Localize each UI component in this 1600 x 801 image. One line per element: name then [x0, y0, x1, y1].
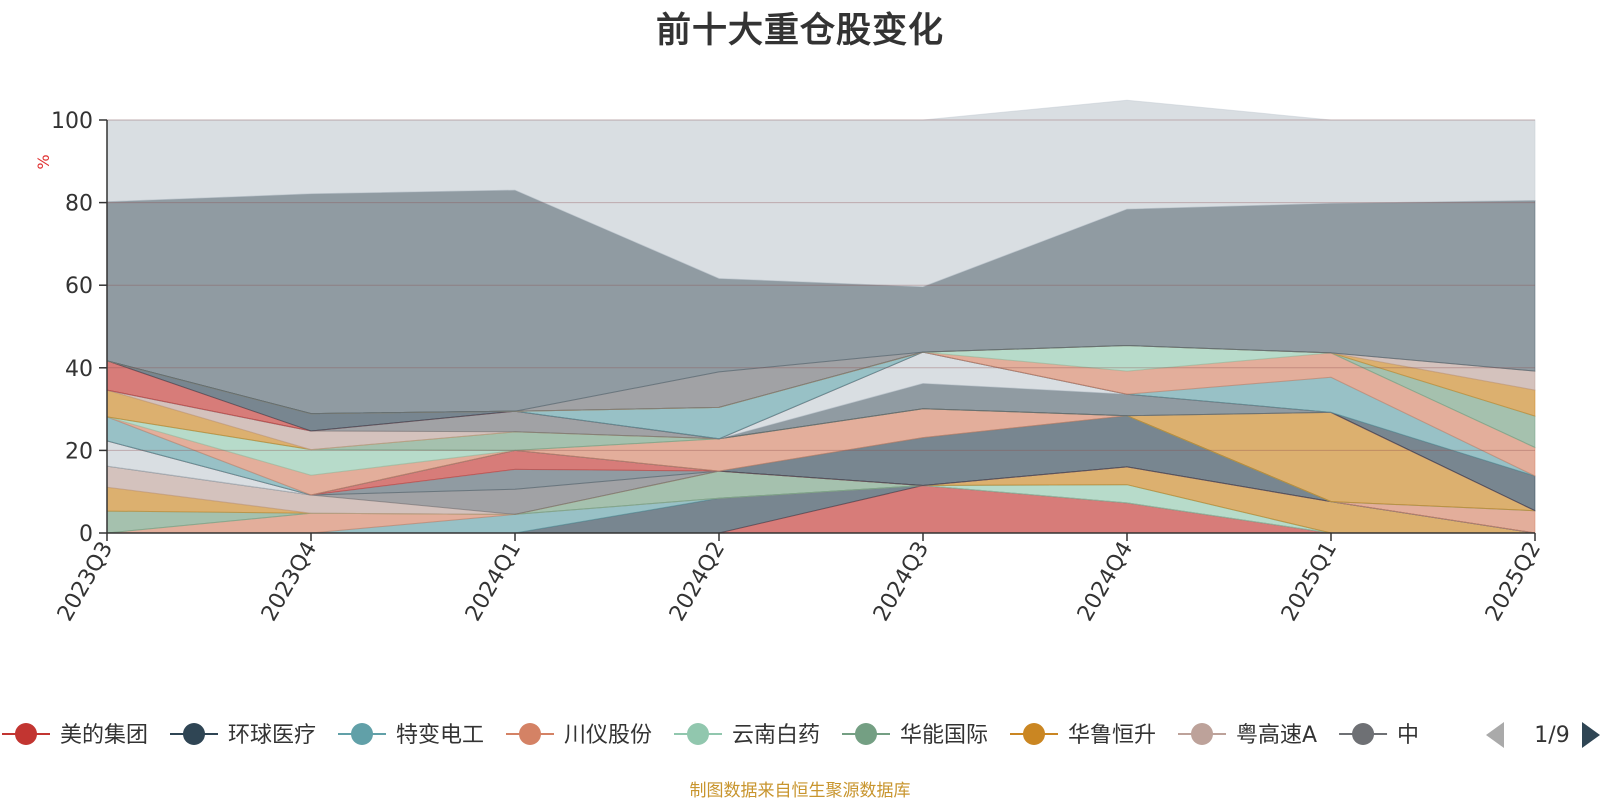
series-layer	[106, 99, 1536, 534]
legend-label: 美的集团	[60, 723, 148, 748]
legend-item[interactable]: 美的集团	[2, 723, 148, 748]
y-axis-unit: %	[34, 154, 53, 169]
legend-circle-marker	[351, 723, 374, 745]
legend-label: 川仪股份	[564, 723, 652, 748]
y-tick-label-60: 60	[65, 274, 93, 299]
x-tick-label-2024Q2: 2024Q2	[665, 538, 730, 626]
legend-label: 中	[1397, 723, 1419, 748]
legend-item[interactable]: 云南白药	[674, 723, 820, 748]
y-tick-label-100: 100	[51, 109, 93, 134]
y-tick-label-40: 40	[65, 357, 93, 382]
legend-label: 华鲁恒升	[1068, 723, 1156, 748]
legend-item[interactable]: 粤高速A	[1178, 723, 1317, 748]
legend-circle-marker	[1191, 723, 1214, 745]
x-tick-label-2024Q4: 2024Q4	[1073, 538, 1138, 626]
area-33	[106, 99, 1536, 288]
legend: 美的集团 环球医疗 特变电工 川仪股份 云南白药 华能国际 华鲁恒升 粤高速A 中 1/9	[2, 722, 1600, 748]
legend-item[interactable]: 特变电工	[338, 723, 484, 748]
legend-items: 美的集团 环球医疗 特变电工 川仪股份 云南白药 华能国际 华鲁恒升 粤高速A 中	[2, 723, 1419, 748]
legend-label: 环球医疗	[228, 723, 316, 748]
legend-item[interactable]: 华鲁恒升	[1010, 723, 1156, 748]
legend-circle-marker	[687, 723, 710, 745]
legend-label: 粤高速A	[1236, 723, 1317, 748]
y-tick-label-20: 20	[65, 439, 93, 464]
legend-label: 云南白药	[732, 723, 820, 748]
legend-circle-marker	[15, 723, 37, 745]
x-tick-label-2025Q1: 2025Q1	[1277, 538, 1342, 626]
legend-circle-marker	[1023, 723, 1046, 745]
legend-item[interactable]: 环球医疗	[170, 723, 316, 748]
legend-label: 华能国际	[900, 723, 988, 748]
x-tick-label-2023Q4: 2023Q4	[257, 538, 322, 626]
source-note: 制图数据来自恒生聚源数据库	[689, 781, 911, 801]
chart-title: 前十大重仓股变化	[655, 11, 944, 51]
x-tick-label-2024Q1: 2024Q1	[461, 538, 526, 626]
legend-label: 特变电工	[396, 723, 484, 748]
legend-item[interactable]: 中	[1339, 723, 1419, 748]
y-tick-label-0: 0	[79, 522, 93, 547]
legend-circle-marker	[519, 723, 542, 745]
legend-item[interactable]: 华能国际	[842, 723, 988, 748]
y-tick-label-80: 80	[65, 192, 93, 217]
grid-layer	[107, 119, 1535, 451]
legend-page-indicator: 1/9	[1534, 723, 1569, 748]
legend-item[interactable]: 川仪股份	[506, 723, 652, 748]
x-tick-label-2023Q3: 2023Q3	[53, 538, 118, 626]
legend-circle-marker	[855, 723, 878, 745]
legend-circle-marker	[183, 723, 206, 745]
legend-next-icon[interactable]	[1582, 722, 1600, 748]
legend-circle-marker	[1352, 723, 1375, 745]
x-tick-label-2025Q2: 2025Q2	[1481, 538, 1546, 626]
legend-prev-icon[interactable]	[1486, 722, 1504, 748]
x-tick-label-2024Q3: 2024Q3	[869, 538, 934, 626]
